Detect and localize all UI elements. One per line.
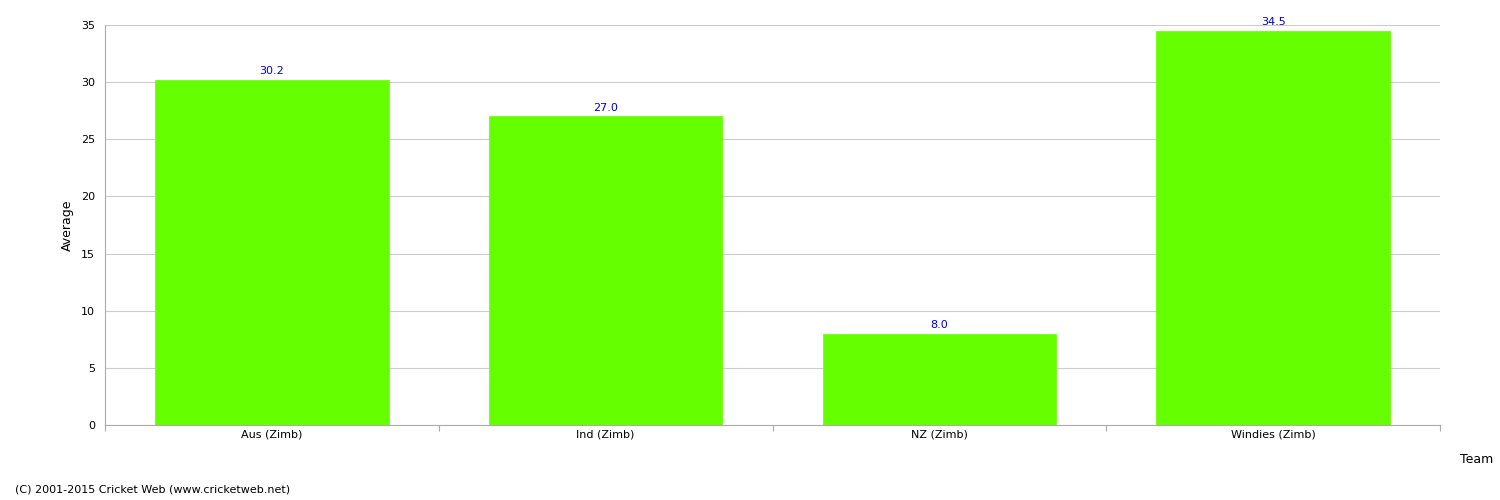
Text: 27.0: 27.0: [592, 103, 618, 113]
Text: 34.5: 34.5: [1260, 18, 1286, 28]
Y-axis label: Average: Average: [62, 199, 74, 251]
Bar: [1156, 30, 1390, 425]
Bar: [489, 116, 723, 425]
Bar: [822, 334, 1056, 425]
Text: (C) 2001-2015 Cricket Web (www.cricketweb.net): (C) 2001-2015 Cricket Web (www.cricketwe…: [15, 485, 290, 495]
Text: 8.0: 8.0: [930, 320, 948, 330]
Bar: [154, 80, 388, 425]
Text: 30.2: 30.2: [260, 66, 285, 76]
X-axis label: Team: Team: [1460, 453, 1494, 466]
